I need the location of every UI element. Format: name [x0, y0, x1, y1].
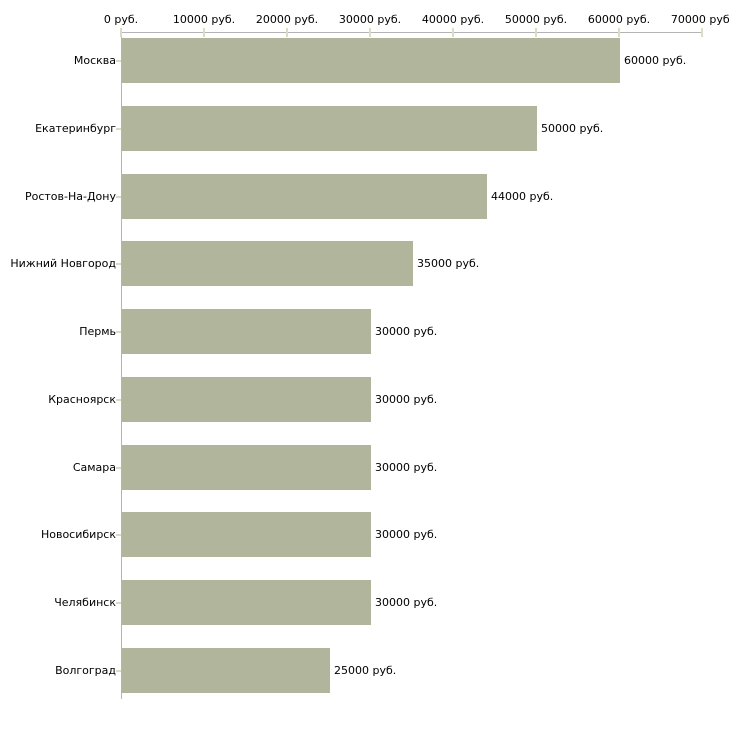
y-axis-line — [121, 32, 122, 699]
bar — [122, 106, 537, 151]
x-axis-tick — [203, 28, 205, 37]
bar — [122, 648, 330, 693]
bar — [122, 174, 487, 219]
x-axis-tick — [535, 28, 537, 37]
y-axis-tick — [116, 670, 121, 672]
value-label: 30000 руб. — [375, 528, 438, 541]
x-axis-tick — [701, 28, 703, 37]
x-axis-line — [121, 32, 702, 33]
y-axis-tick — [116, 196, 121, 198]
category-label: Екатеринбург — [35, 122, 116, 135]
y-axis-tick — [116, 534, 121, 536]
x-axis-tick-label: 10000 руб. — [172, 13, 236, 26]
bar — [122, 38, 620, 83]
x-axis-tick-label: 70000 руб. — [670, 13, 730, 26]
y-axis-tick — [116, 602, 121, 604]
bar — [122, 241, 413, 286]
category-label: Красноярск — [48, 393, 116, 406]
category-label: Волгоград — [55, 664, 116, 677]
x-axis-tick — [618, 28, 620, 37]
x-axis-tick — [452, 28, 454, 37]
y-axis-tick — [116, 399, 121, 401]
y-axis-tick — [116, 60, 121, 62]
bar — [122, 512, 371, 557]
x-axis-tick — [120, 28, 122, 37]
category-label: Нижний Новгород — [10, 257, 116, 270]
value-label: 44000 руб. — [491, 190, 554, 203]
category-label: Новосибирск — [40, 528, 116, 541]
value-label: 30000 руб. — [375, 596, 438, 609]
value-label: 25000 руб. — [334, 664, 397, 677]
bar — [122, 445, 371, 490]
bar — [122, 309, 371, 354]
value-label: 50000 руб. — [541, 122, 604, 135]
y-axis-tick — [116, 128, 121, 130]
bar — [122, 580, 371, 625]
x-axis-tick — [286, 28, 288, 37]
value-label: 30000 руб. — [375, 325, 438, 338]
value-label: 30000 руб. — [375, 393, 438, 406]
x-axis-tick-label: 30000 руб. — [338, 13, 402, 26]
value-label: 35000 руб. — [417, 257, 480, 270]
x-axis-tick-label: 0 руб. — [103, 13, 139, 26]
y-axis-tick — [116, 467, 121, 469]
x-axis-tick-label: 40000 руб. — [421, 13, 485, 26]
x-axis-tick-label: 20000 руб. — [255, 13, 319, 26]
x-axis-tick-label: 60000 руб. — [587, 13, 651, 26]
y-axis-tick — [116, 263, 121, 265]
category-label: Пермь — [79, 325, 116, 338]
bar — [122, 377, 371, 422]
x-axis-tick-label: 50000 руб. — [504, 13, 568, 26]
category-label: Ростов-На-Дону — [24, 190, 116, 203]
category-label: Челябинск — [54, 596, 116, 609]
x-axis-tick — [369, 28, 371, 37]
y-axis-tick — [116, 331, 121, 333]
value-label: 60000 руб. — [624, 54, 687, 67]
category-label: Москва — [73, 54, 116, 67]
value-label: 30000 руб. — [375, 461, 438, 474]
category-label: Самара — [72, 461, 116, 474]
